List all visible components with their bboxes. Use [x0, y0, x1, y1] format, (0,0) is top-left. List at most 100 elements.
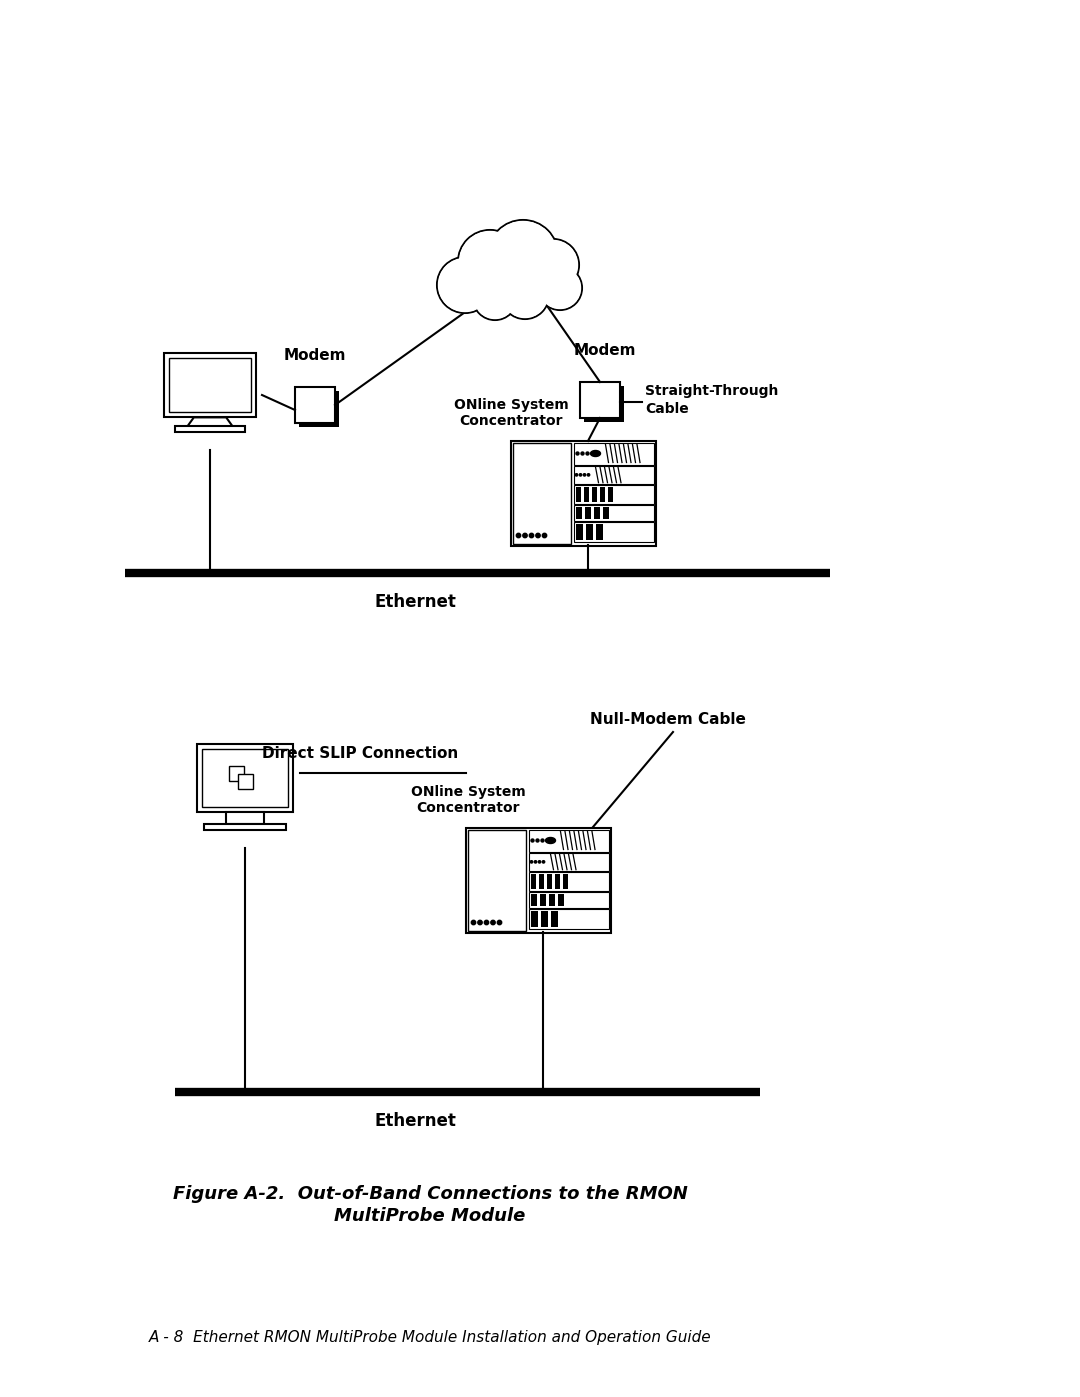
- Bar: [576, 524, 582, 539]
- Bar: [299, 391, 339, 427]
- Circle shape: [535, 861, 537, 863]
- Circle shape: [490, 921, 496, 925]
- Bar: [528, 909, 608, 929]
- Circle shape: [497, 921, 502, 925]
- Circle shape: [527, 239, 579, 291]
- Bar: [599, 488, 605, 502]
- Bar: [584, 386, 624, 422]
- Bar: [528, 830, 608, 852]
- Text: MultiProbe Module: MultiProbe Module: [335, 1207, 526, 1225]
- Text: ONline System
Concentrator: ONline System Concentrator: [454, 398, 568, 427]
- Bar: [528, 872, 608, 891]
- Text: Null-Modem Cable: Null-Modem Cable: [590, 712, 746, 726]
- Text: Straight-Through
Cable: Straight-Through Cable: [645, 384, 779, 416]
- Ellipse shape: [545, 837, 555, 844]
- Bar: [563, 875, 567, 888]
- Bar: [594, 507, 599, 520]
- Bar: [530, 875, 536, 888]
- Bar: [573, 465, 653, 485]
- Bar: [540, 894, 545, 907]
- Circle shape: [528, 240, 578, 289]
- Bar: [573, 443, 653, 464]
- Circle shape: [529, 534, 534, 538]
- Bar: [546, 875, 552, 888]
- Circle shape: [473, 277, 517, 320]
- Bar: [530, 894, 537, 907]
- Circle shape: [536, 534, 540, 538]
- Circle shape: [516, 534, 521, 538]
- Text: Ethernet: Ethernet: [374, 592, 456, 610]
- Bar: [540, 911, 548, 926]
- Circle shape: [588, 474, 590, 476]
- Bar: [530, 911, 538, 926]
- Bar: [573, 504, 653, 521]
- Bar: [513, 443, 570, 543]
- Bar: [576, 507, 581, 520]
- Text: Modem: Modem: [573, 344, 636, 358]
- Circle shape: [502, 272, 548, 317]
- Bar: [238, 774, 253, 789]
- Bar: [175, 426, 245, 432]
- Circle shape: [538, 265, 582, 310]
- Bar: [573, 522, 653, 542]
- Bar: [539, 875, 543, 888]
- Bar: [585, 524, 593, 539]
- Circle shape: [581, 453, 584, 455]
- Circle shape: [576, 453, 579, 455]
- Bar: [528, 852, 608, 872]
- Circle shape: [474, 278, 515, 319]
- Circle shape: [459, 232, 521, 292]
- Bar: [465, 827, 610, 933]
- Circle shape: [576, 474, 578, 476]
- Bar: [468, 830, 526, 930]
- Circle shape: [531, 840, 534, 842]
- Circle shape: [523, 534, 527, 538]
- Circle shape: [538, 861, 541, 863]
- Bar: [226, 812, 265, 824]
- Circle shape: [542, 861, 544, 863]
- Bar: [164, 352, 256, 418]
- Bar: [580, 381, 620, 418]
- Circle shape: [536, 840, 539, 842]
- Circle shape: [586, 453, 589, 455]
- Bar: [197, 743, 294, 812]
- Bar: [583, 488, 589, 502]
- Text: Ethernet: Ethernet: [374, 1112, 456, 1130]
- Bar: [607, 488, 612, 502]
- Bar: [584, 507, 591, 520]
- Polygon shape: [187, 418, 232, 426]
- Text: ONline System
Concentrator: ONline System Concentrator: [410, 785, 525, 814]
- Bar: [511, 440, 656, 545]
- Circle shape: [477, 921, 482, 925]
- Circle shape: [501, 271, 549, 319]
- Bar: [603, 507, 608, 520]
- Circle shape: [458, 231, 522, 293]
- Ellipse shape: [591, 450, 600, 457]
- Circle shape: [542, 534, 546, 538]
- Bar: [528, 891, 608, 908]
- Circle shape: [484, 921, 488, 925]
- Circle shape: [583, 474, 585, 476]
- Text: Modem: Modem: [284, 348, 347, 363]
- Circle shape: [437, 257, 492, 313]
- Bar: [229, 766, 244, 781]
- Circle shape: [488, 219, 558, 291]
- Circle shape: [471, 921, 475, 925]
- Bar: [576, 488, 581, 502]
- Circle shape: [540, 267, 581, 309]
- Bar: [549, 894, 554, 907]
- Bar: [295, 387, 335, 423]
- Bar: [573, 485, 653, 504]
- Bar: [168, 358, 252, 412]
- Bar: [592, 488, 596, 502]
- Text: A - 8  Ethernet RMON MultiProbe Module Installation and Operation Guide: A - 8 Ethernet RMON MultiProbe Module In…: [149, 1330, 712, 1345]
- Circle shape: [438, 258, 491, 312]
- Circle shape: [489, 222, 556, 289]
- Bar: [554, 875, 559, 888]
- Bar: [204, 824, 286, 830]
- Bar: [557, 894, 564, 907]
- Circle shape: [579, 474, 582, 476]
- Text: Direct SLIP Connection: Direct SLIP Connection: [261, 746, 458, 761]
- Circle shape: [530, 861, 532, 863]
- Bar: [202, 749, 288, 807]
